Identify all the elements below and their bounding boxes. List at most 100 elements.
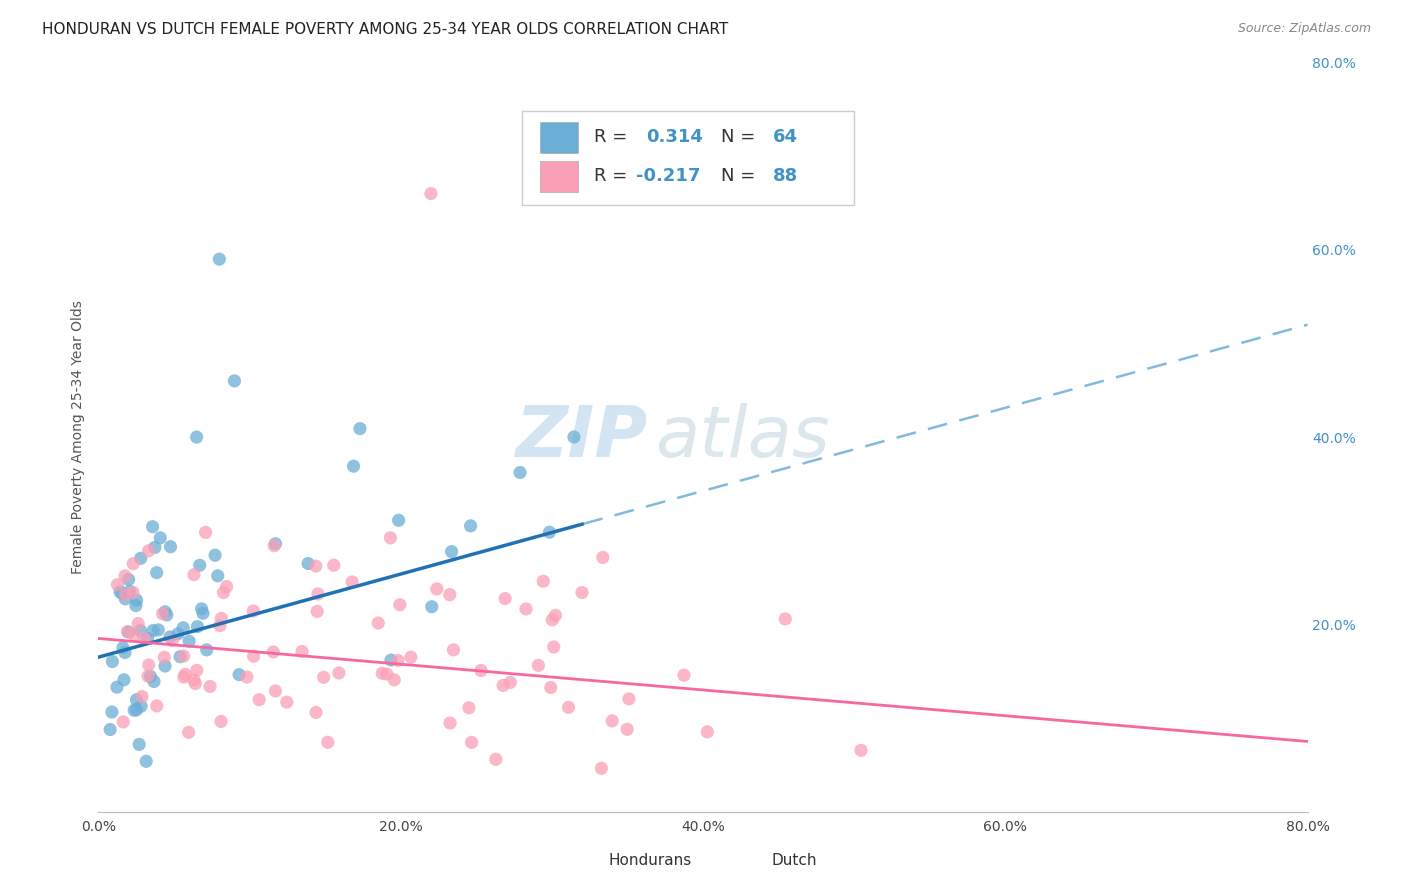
Point — [124, 628, 146, 642]
Point — [117, 624, 139, 639]
Point — [136, 669, 159, 683]
Point — [297, 557, 319, 571]
Point — [111, 640, 134, 655]
Point — [592, 550, 614, 565]
Point — [207, 569, 229, 583]
Point — [128, 738, 150, 752]
FancyBboxPatch shape — [727, 847, 761, 875]
Point — [153, 650, 176, 665]
Point — [457, 700, 479, 714]
Point — [228, 667, 250, 681]
Point — [387, 653, 409, 667]
Point — [439, 716, 461, 731]
Point — [209, 714, 232, 729]
Point — [209, 611, 232, 625]
Point — [139, 669, 162, 683]
Point — [125, 703, 148, 717]
Point — [142, 624, 165, 638]
Point — [236, 670, 259, 684]
Point — [184, 676, 207, 690]
Point — [460, 735, 482, 749]
Point — [145, 566, 167, 580]
Point — [127, 616, 149, 631]
Point — [382, 673, 405, 687]
Point — [307, 587, 329, 601]
Y-axis label: Female Poverty Among 25-34 Year Olds: Female Poverty Among 25-34 Year Olds — [70, 300, 84, 574]
Point — [146, 698, 169, 713]
Point — [156, 607, 179, 622]
Point — [101, 655, 124, 669]
Point — [186, 430, 208, 444]
Text: ZIP: ZIP — [516, 402, 648, 472]
Point — [380, 531, 402, 545]
Point — [460, 519, 482, 533]
Point — [153, 659, 176, 673]
Point — [439, 588, 461, 602]
Point — [141, 519, 163, 533]
Point — [159, 630, 181, 644]
Point — [183, 673, 205, 687]
Point — [531, 574, 554, 589]
Point — [849, 743, 872, 757]
Point — [117, 573, 139, 587]
Point — [138, 657, 160, 672]
Point — [540, 681, 562, 695]
Point — [167, 626, 190, 640]
Point — [499, 675, 522, 690]
Text: HONDURAN VS DUTCH FEMALE POVERTY AMONG 25-34 YEAR OLDS CORRELATION CHART: HONDURAN VS DUTCH FEMALE POVERTY AMONG 2… — [42, 22, 728, 37]
Point — [562, 430, 585, 444]
Point — [527, 658, 550, 673]
Point — [212, 585, 235, 599]
FancyBboxPatch shape — [540, 121, 578, 153]
Text: N =: N = — [721, 168, 761, 186]
Point — [440, 544, 463, 558]
Point — [600, 714, 623, 728]
Point — [541, 613, 564, 627]
Point — [105, 680, 128, 694]
Point — [420, 186, 443, 201]
Point — [571, 585, 593, 599]
Point — [247, 692, 270, 706]
Point — [470, 664, 492, 678]
Point — [371, 666, 394, 681]
Point — [328, 665, 350, 680]
Point — [172, 621, 194, 635]
Point — [138, 544, 160, 558]
Point — [114, 645, 136, 659]
Point — [544, 608, 567, 623]
Point — [305, 559, 328, 574]
Point — [118, 625, 141, 640]
Point — [198, 680, 221, 694]
Point — [177, 725, 200, 739]
Point — [242, 649, 264, 664]
Point — [190, 602, 212, 616]
Point — [305, 706, 328, 720]
Point — [264, 537, 287, 551]
Point — [316, 735, 339, 749]
Point — [340, 574, 363, 589]
Point — [136, 632, 159, 646]
Point — [105, 577, 128, 591]
Point — [420, 599, 443, 614]
Point — [380, 653, 402, 667]
Point — [215, 580, 238, 594]
Text: Source: ZipAtlas.com: Source: ZipAtlas.com — [1237, 22, 1371, 36]
FancyBboxPatch shape — [540, 161, 578, 192]
Point — [399, 650, 422, 665]
Point — [143, 541, 166, 555]
Point — [149, 531, 172, 545]
Point — [224, 374, 246, 388]
Point — [122, 703, 145, 717]
Point — [114, 591, 136, 606]
Point — [367, 615, 389, 630]
Point — [122, 585, 145, 599]
Point — [349, 422, 371, 436]
FancyBboxPatch shape — [564, 847, 598, 875]
Point — [134, 632, 156, 646]
Point — [208, 252, 231, 266]
Point — [122, 557, 145, 571]
Point — [696, 724, 718, 739]
Point — [114, 588, 136, 602]
Point — [174, 667, 197, 681]
Point — [118, 584, 141, 599]
